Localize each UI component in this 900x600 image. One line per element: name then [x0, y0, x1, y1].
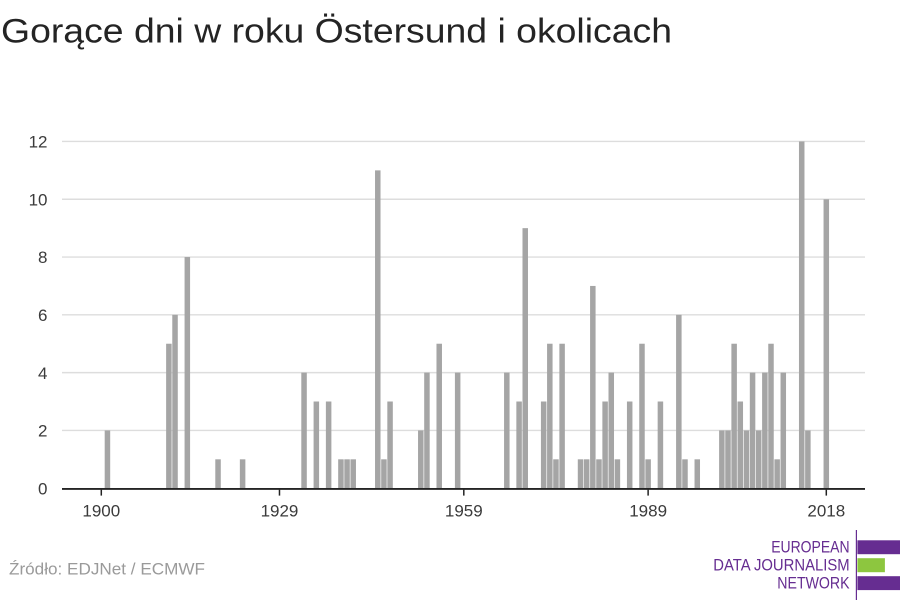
svg-text:0: 0	[38, 479, 47, 498]
svg-text:EUROPEAN: EUROPEAN	[771, 538, 849, 556]
svg-text:12: 12	[29, 133, 48, 152]
svg-text:10: 10	[29, 190, 48, 209]
svg-text:NETWORK: NETWORK	[777, 574, 849, 592]
svg-text:2018: 2018	[807, 501, 845, 520]
svg-text:8: 8	[38, 248, 47, 267]
svg-text:1929: 1929	[261, 501, 299, 520]
svg-text:1900: 1900	[82, 501, 120, 520]
svg-text:6: 6	[38, 306, 47, 325]
svg-text:2: 2	[38, 422, 47, 441]
svg-text:1989: 1989	[629, 501, 667, 520]
svg-text:DATA JOURNALISM: DATA JOURNALISM	[713, 556, 849, 574]
svg-text:Źródło: EDJNet / ECMWF: Źródło: EDJNet / ECMWF	[9, 560, 205, 579]
svg-text:1959: 1959	[445, 501, 483, 520]
svg-text:4: 4	[38, 364, 47, 383]
svg-text:Gorące dni w roku Östersund i: Gorące dni w roku Östersund i okolicach	[1, 13, 672, 51]
